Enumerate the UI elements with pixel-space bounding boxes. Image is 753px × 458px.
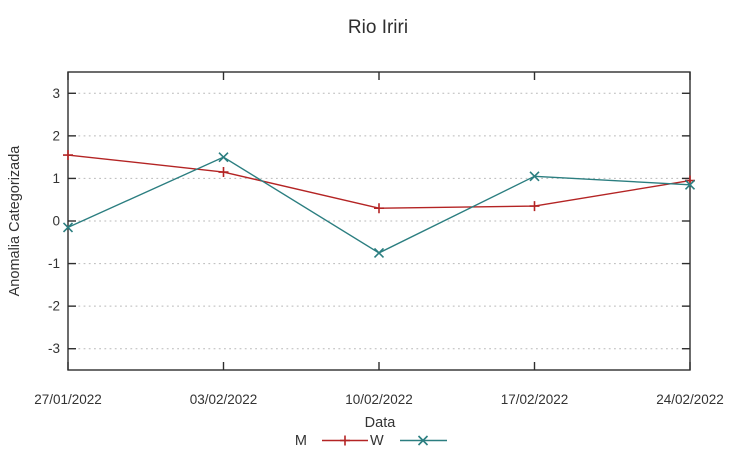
x-axis-label: Data <box>365 415 397 431</box>
legend-label-m: M <box>295 433 307 449</box>
y-tick-label: 2 <box>52 128 60 143</box>
y-tick-label: -2 <box>48 299 60 314</box>
series-marker-w <box>373 247 385 258</box>
series-marker-w <box>529 171 540 182</box>
legend-label-w: W <box>370 433 384 449</box>
y-axis-label: Anomalia Categorizada <box>7 145 23 297</box>
chart-title: Rio Iriri <box>348 17 408 38</box>
data-series <box>62 150 696 258</box>
tick-labels: -3 -2 -1 0 1 2 3 27/01/2022 03/02/2022 10/02/2022… <box>34 86 724 407</box>
legend-sample-marker-m <box>340 435 350 446</box>
y-tick-label: 3 <box>52 86 60 101</box>
x-tick-label: 24/02/2022 <box>656 392 724 407</box>
series-line-m <box>67 154 691 209</box>
legend-sample-marker-w <box>417 435 429 446</box>
plot-border <box>67 71 691 371</box>
series-marker-m <box>63 150 73 161</box>
legend-line-samples <box>322 435 447 446</box>
y-tick-label: 0 <box>52 214 60 229</box>
series-marker-w <box>684 179 696 190</box>
x-tick-label: 27/01/2022 <box>34 392 102 407</box>
x-tick-label: 17/02/2022 <box>501 392 569 407</box>
series-marker-m <box>529 201 540 212</box>
y-tick-label: -1 <box>48 256 60 271</box>
series-marker-w <box>218 152 229 163</box>
y-tick-label: -3 <box>48 341 60 356</box>
x-tick-label: 10/02/2022 <box>345 392 413 407</box>
y-tick-label: 1 <box>52 171 60 186</box>
series-marker-w <box>62 222 74 233</box>
plot-frame <box>67 71 691 371</box>
series-marker-m <box>374 203 384 214</box>
series-marker-m <box>218 167 229 178</box>
gridlines <box>68 92 690 350</box>
x-tick-label: 03/02/2022 <box>190 392 258 407</box>
